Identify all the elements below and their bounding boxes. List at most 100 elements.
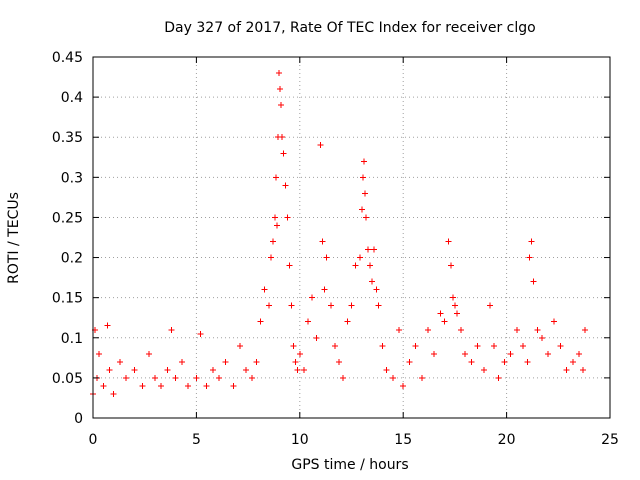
data-point [348,302,355,309]
data-point [178,358,185,365]
data-point [131,366,138,373]
data-point [284,214,291,221]
plot-frame [92,56,611,419]
data-point [158,382,165,389]
data-point [575,350,582,357]
data-point [480,366,487,373]
data-point [389,374,396,381]
data-point [139,382,146,389]
data-point [317,142,324,149]
data-point [406,358,413,365]
data-point [375,302,382,309]
data-point [185,382,192,389]
data-point [222,358,229,365]
data-point [495,374,502,381]
data-point [292,358,299,365]
data-point [323,254,330,261]
data-point [367,262,374,269]
data-point [336,358,343,365]
y-tick-label: 0.4 [61,90,83,106]
data-point [197,330,204,337]
data-point [331,342,338,349]
data-point [216,374,223,381]
chart-title: Day 327 of 2017, Rate Of TEC Index for r… [164,20,535,36]
data-point [294,366,301,373]
data-point [300,366,307,373]
data-point [274,222,281,229]
data-point [557,342,564,349]
data-point [106,366,113,373]
data-point [538,334,545,341]
data-point [172,374,179,381]
data-point [379,342,386,349]
y-tick-label: 0.05 [52,371,83,387]
data-point [261,286,268,293]
data-point [437,310,444,317]
grid-layer [93,57,610,418]
data-point [418,374,425,381]
data-point [356,254,363,261]
data-point [526,254,533,261]
data-point [453,310,460,317]
data-point [501,358,508,365]
data-point [309,294,316,301]
data-point [551,318,558,325]
data-point [369,278,376,285]
data-point [110,390,117,397]
data-point [340,374,347,381]
data-point [96,350,103,357]
plot-area-border [92,56,611,419]
data-point [209,366,216,373]
data-point [365,246,372,253]
data-point [360,158,367,165]
data-point [534,326,541,333]
y-tick-label: 0.15 [52,291,83,307]
data-point [449,294,456,301]
x-tick-label: 10 [291,432,309,448]
y-tick-label: 0.1 [61,331,83,347]
data-point [441,318,448,325]
data-point [327,302,334,309]
data-point [319,238,326,245]
data-point [458,326,465,333]
data-point [361,190,368,197]
data-point [528,238,535,245]
data-point [445,238,452,245]
data-point [544,350,551,357]
data-point [265,302,272,309]
data-point [383,366,390,373]
data-point [277,86,284,93]
data-point [193,374,200,381]
data-point [580,366,587,373]
data-point [431,350,438,357]
data-point [447,262,454,269]
data-point [358,206,365,213]
data-point [243,366,250,373]
data-point [462,350,469,357]
data-point [276,70,283,77]
data-point [313,334,320,341]
data-point [296,350,303,357]
data-point [100,382,107,389]
data-point [352,262,359,269]
x-tick-label: 15 [394,432,412,448]
data-point [412,342,419,349]
data-point [513,326,520,333]
data-point [104,322,111,329]
data-point [152,374,159,381]
data-point [273,174,280,181]
axis-ticks-layer: 0 5 10 15 20 25 0 0.05 0.1 0.15 0.2 0.25 0.3 0.35 0.4 0… [52,50,619,448]
data-point [451,302,458,309]
data-point [524,358,531,365]
x-tick-label: 25 [601,432,619,448]
data-point [373,286,380,293]
data-point [230,382,237,389]
data-point [371,246,378,253]
data-point [282,182,289,189]
data-point [563,366,570,373]
x-tick-label: 0 [89,432,98,448]
data-point [123,374,130,381]
y-tick-label: 0.2 [61,251,83,267]
x-tick-label: 5 [192,432,201,448]
